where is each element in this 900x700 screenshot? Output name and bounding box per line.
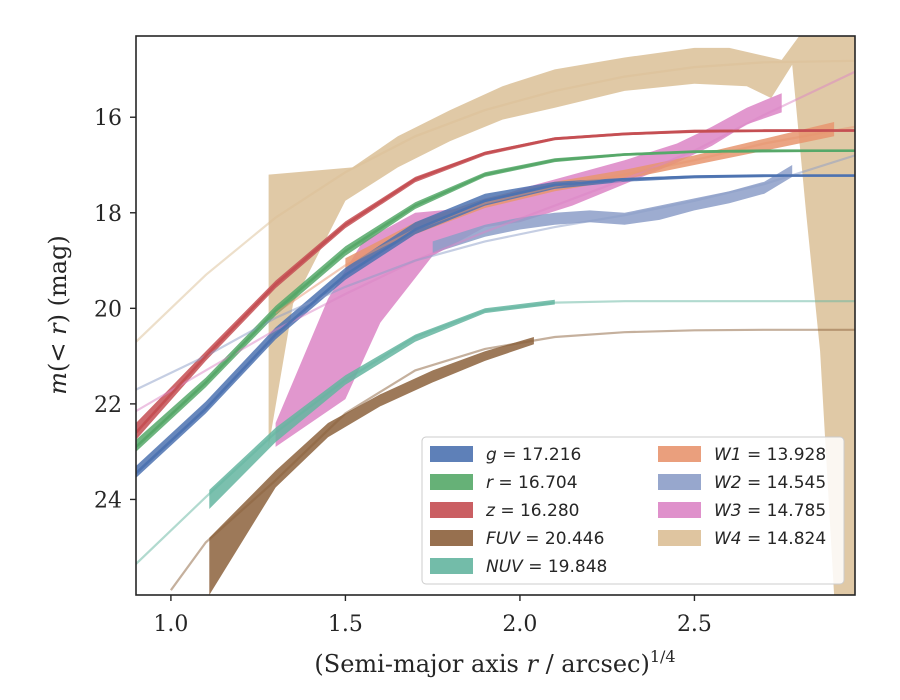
legend-label-nuv: NUV = 19.848 — [486, 557, 607, 577]
legend-swatch-r — [430, 474, 473, 490]
y-tick-label: 18 — [94, 202, 122, 227]
band-w1 — [345, 122, 835, 271]
legend-swatch-z — [430, 502, 473, 518]
band-g — [136, 174, 855, 478]
legend-swatch-nuv — [430, 558, 473, 574]
fit-line-w3 — [136, 70, 855, 413]
fit-line-w4 — [136, 59, 855, 343]
legend-label-w4: W4 = 14.824 — [714, 529, 826, 549]
fit-line-fuv — [170, 328, 855, 591]
legend-label-fuv: FUV = 20.446 — [486, 529, 604, 549]
legend-items: g = 17.216 r = 16.704 z = 16.280 FUV = 20.4… — [430, 445, 826, 577]
legend-swatch-w1 — [658, 446, 701, 462]
fit-curves — [136, 59, 855, 591]
fit-line-w2 — [136, 154, 855, 391]
band-w4 — [268, 36, 855, 595]
legend-label-z: z = 16.280 — [485, 501, 579, 521]
legend-label-w1: W1 = 13.928 — [714, 445, 826, 465]
uncertainty-bands — [136, 36, 855, 595]
fit-line-w1 — [274, 125, 855, 315]
band-z — [136, 129, 855, 440]
legend-swatch-fuv — [430, 530, 473, 546]
y-tick-label: 24 — [94, 488, 122, 513]
y-axis-ticks: 16 18 20 22 24 — [94, 106, 136, 513]
y-tick-label: 20 — [94, 297, 122, 322]
x-axis-ticks: 1.0 1.5 2.0 2.5 — [153, 595, 712, 637]
legend-swatch-w3 — [658, 502, 701, 518]
x-tick-label: 2.0 — [502, 612, 537, 637]
x-tick-label: 2.5 — [677, 612, 712, 637]
plot-frame — [135, 35, 856, 596]
legend: g = 17.216 r = 16.704 z = 16.280 FUV = 20.4… — [421, 436, 845, 585]
legend-box — [421, 436, 845, 585]
fit-line-z — [136, 129, 855, 434]
x-tick-label: 1.5 — [328, 612, 363, 637]
fit-line-nuv — [136, 300, 855, 565]
plot-area — [136, 36, 855, 595]
y-axis-label: m(< r) (mag) — [44, 235, 72, 395]
legend-label-r: r = 16.704 — [486, 473, 578, 493]
y-tick-label: 22 — [94, 393, 122, 418]
legend-swatch-w4 — [658, 530, 701, 546]
legend-label-g: g = 17.216 — [486, 445, 581, 465]
fit-line-g — [136, 174, 855, 475]
band-w3 — [275, 93, 782, 447]
legend-label-w3: W3 = 14.785 — [714, 501, 826, 521]
legend-swatch-g — [430, 446, 473, 462]
x-axis-label: (Semi-major axis r / arcsec)1/4 — [314, 647, 675, 678]
x-tick-label: 1.0 — [153, 612, 188, 637]
y-tick-label: 16 — [94, 106, 122, 131]
fit-line-r — [136, 149, 855, 448]
legend-swatch-w2 — [658, 474, 701, 490]
legend-label-w2: W2 = 14.545 — [714, 473, 826, 493]
